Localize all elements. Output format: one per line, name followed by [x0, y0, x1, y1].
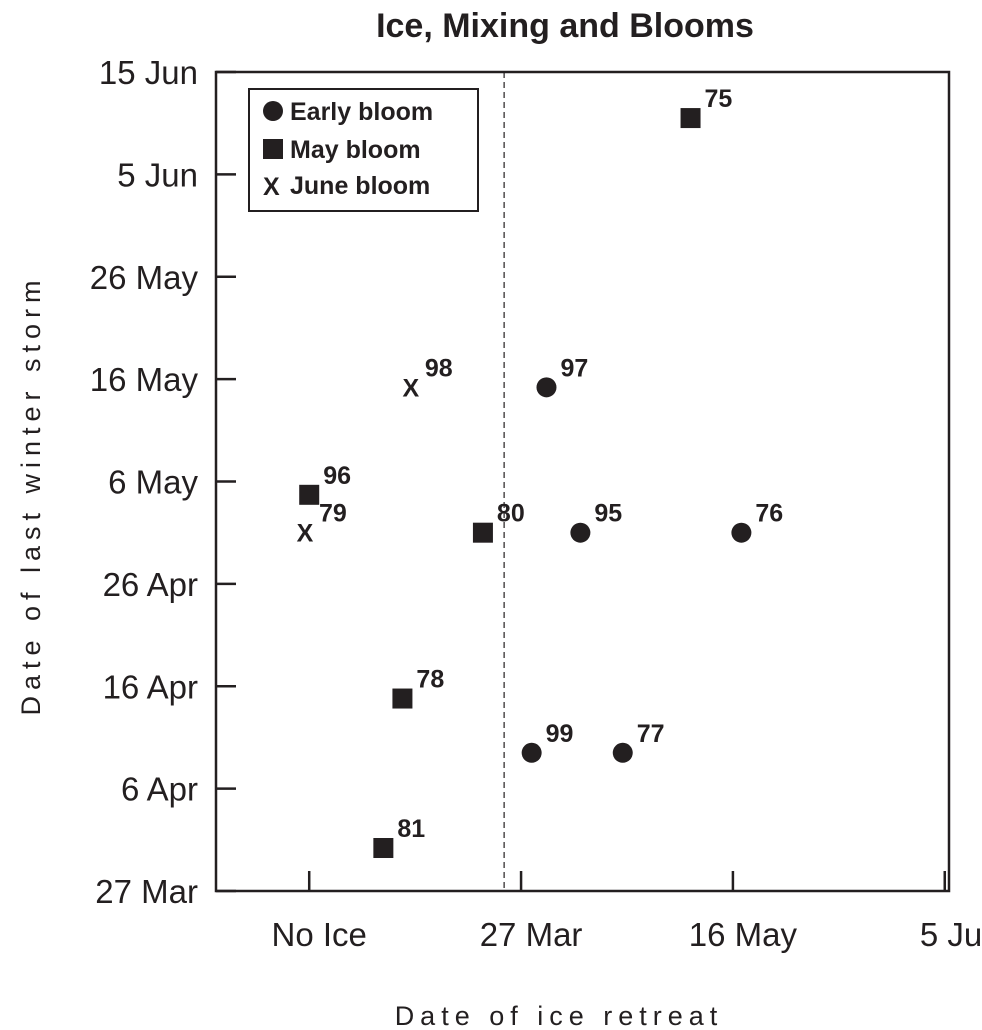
- point-marker-circle: [536, 377, 557, 398]
- data-point: 75: [680, 85, 733, 129]
- point-label: 98: [425, 354, 453, 382]
- point-label: 95: [594, 500, 622, 528]
- point-marker-circle: [570, 522, 591, 543]
- point-marker-square: [373, 838, 394, 859]
- point-label: 78: [416, 666, 444, 694]
- point-label: 80: [497, 500, 525, 528]
- legend-label-june-bloom: June bloom: [290, 172, 430, 200]
- point-marker-x: X: [403, 374, 420, 402]
- data-point: 80: [472, 500, 525, 543]
- chart-title: Ice, Mixing and Blooms: [376, 7, 754, 45]
- legend: Early bloom May bloom X June bloom: [248, 88, 479, 212]
- data-point: 99: [521, 720, 574, 763]
- y-tick-label: 26 May: [90, 259, 199, 296]
- point-marker-circle: [521, 742, 542, 763]
- point-label: 76: [755, 500, 783, 528]
- legend-x-icon: X: [263, 173, 280, 201]
- x-axis-label: Date of ice retreat: [395, 1001, 724, 1030]
- legend-box: [248, 88, 479, 212]
- x-tick-label: No Ice: [272, 916, 367, 953]
- point-label: 96: [323, 462, 351, 490]
- point-label: 77: [637, 720, 665, 748]
- legend-circle-icon: [263, 101, 283, 121]
- legend-label-early-bloom: Early bloom: [290, 98, 433, 126]
- point-marker-circle: [612, 742, 633, 763]
- point-marker-square: [392, 688, 413, 709]
- data-point: X98: [403, 354, 453, 402]
- data-point: 96: [299, 462, 351, 505]
- x-axis: No Ice 27 Mar 16 May 5 Jul: [272, 871, 982, 953]
- x-tick-label: 5 Jul: [920, 916, 982, 953]
- point-marker-square: [472, 522, 493, 543]
- y-tick-label: 6 Apr: [121, 771, 198, 808]
- point-marker-x: X: [297, 520, 314, 548]
- y-axis-label: Date of last winter storm: [16, 274, 46, 715]
- y-tick-label: 5 Jun: [117, 156, 198, 193]
- point-label: 81: [397, 815, 425, 843]
- point-marker-square: [680, 108, 701, 129]
- data-point: 81: [373, 815, 425, 859]
- point-marker-square: [299, 484, 320, 505]
- data-point: 76: [731, 500, 783, 543]
- y-tick-label: 26 Apr: [103, 566, 198, 603]
- data-point: 78: [392, 666, 444, 709]
- data-point: 77: [612, 720, 665, 763]
- data-point: X79: [297, 500, 347, 548]
- legend-square-icon: [263, 139, 283, 159]
- data-point: 97: [536, 354, 588, 398]
- data-point: 95: [570, 500, 622, 543]
- point-marker-circle: [731, 522, 752, 543]
- point-label: 99: [546, 720, 574, 748]
- y-tick-label: 27 Mar: [95, 873, 198, 910]
- y-tick-label: 16 May: [90, 361, 199, 398]
- y-tick-label: 6 May: [108, 464, 198, 501]
- point-label: 97: [560, 354, 588, 382]
- x-tick-label: 27 Mar: [480, 916, 583, 953]
- y-tick-label: 15 Jun: [99, 54, 198, 91]
- point-label: 79: [319, 500, 347, 528]
- legend-label-may-bloom: May bloom: [290, 136, 421, 164]
- x-tick-label: 16 May: [689, 916, 798, 953]
- y-tick-label: 16 Apr: [103, 668, 198, 705]
- point-label: 75: [705, 85, 733, 113]
- y-axis: 27 Mar 6 Apr 16 Apr 26 Apr 6 May 16 May 26 May…: [90, 54, 236, 910]
